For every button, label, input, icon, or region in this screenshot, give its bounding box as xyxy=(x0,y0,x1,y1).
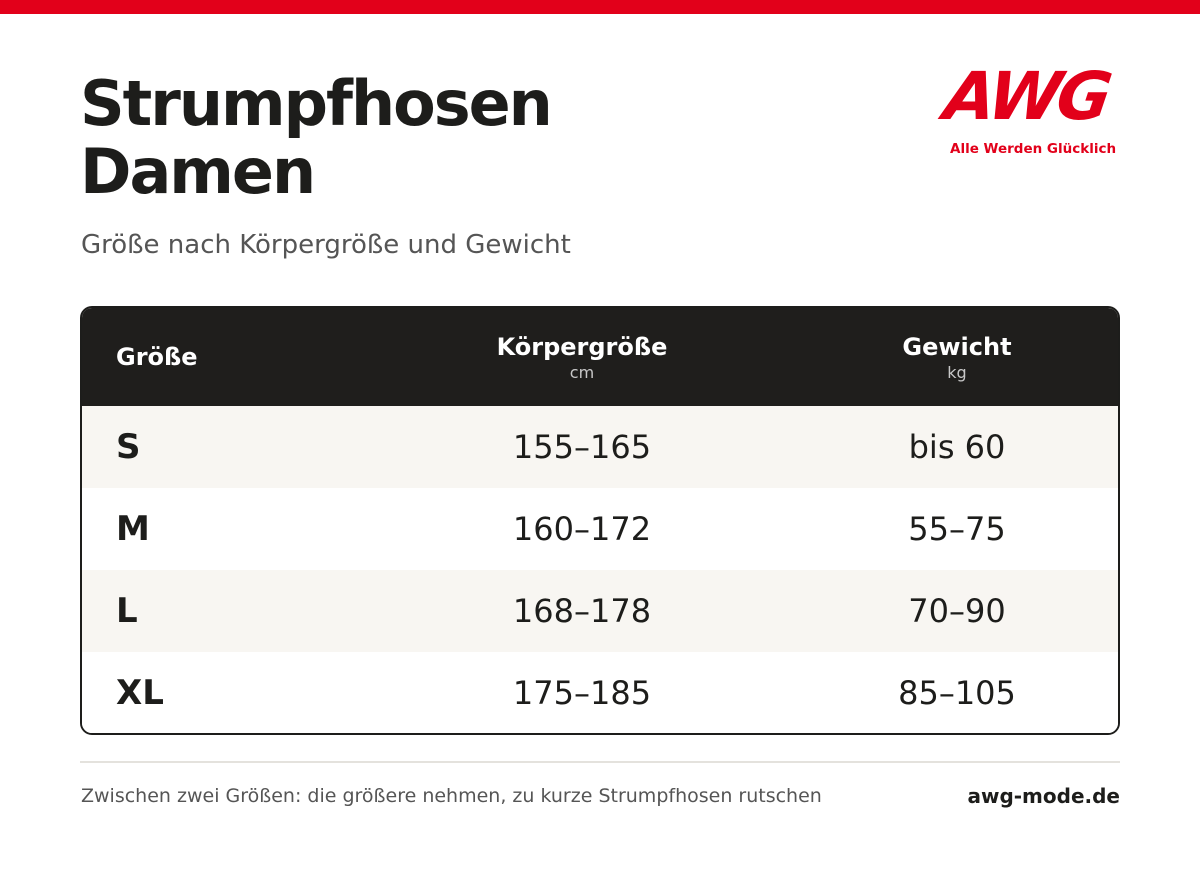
height-cell: 155–165 xyxy=(512,428,652,466)
size-cell: XL xyxy=(116,673,164,713)
height-cell: 168–178 xyxy=(512,592,652,630)
weight-cell: 70–90 xyxy=(908,592,1006,630)
footer-divider xyxy=(80,761,1120,763)
page-subtitle: Größe nach Körpergröße und Gewicht xyxy=(81,230,571,260)
size-cell: S xyxy=(116,427,141,467)
height-cell: 175–185 xyxy=(512,674,652,712)
title-line-1: Strumpfhosen xyxy=(80,67,553,140)
footer-note: Zwischen zwei Größen: die größere nehmen… xyxy=(81,785,822,807)
awg-logo-tagline: Alle Werden Glücklich xyxy=(950,141,1117,157)
column-header-weight: Gewicht kg xyxy=(787,308,1118,406)
footer-website-link[interactable]: awg-mode.de xyxy=(967,784,1120,808)
weight-cell: 55–75 xyxy=(908,510,1006,548)
table-row: XL 175–185 85–105 xyxy=(82,652,1118,733)
awg-logo-mark: AWG xyxy=(939,58,1113,135)
size-cell: M xyxy=(116,509,150,549)
awg-logo: AWG Alle Werden Glücklich xyxy=(940,58,1125,162)
weight-cell: bis 60 xyxy=(908,428,1006,466)
title-line-2: Damen xyxy=(80,135,316,208)
height-cell: 160–172 xyxy=(512,510,652,548)
column-header-size: Größe xyxy=(116,308,198,406)
table-row: S 155–165 bis 60 xyxy=(82,406,1118,488)
weight-cell: 85–105 xyxy=(898,674,1016,712)
table-row: M 160–172 55–75 xyxy=(82,488,1118,570)
column-header-weight-unit: kg xyxy=(947,362,967,382)
column-header-height: Körpergröße cm xyxy=(412,308,752,406)
size-cell: L xyxy=(116,591,138,631)
table-row: L 168–178 70–90 xyxy=(82,570,1118,652)
page-title: Strumpfhosen Damen xyxy=(80,67,553,208)
column-header-weight-label: Gewicht xyxy=(902,332,1012,361)
column-header-size-label: Größe xyxy=(116,343,198,371)
size-table: Größe Körpergröße cm Gewicht kg S 155–16… xyxy=(80,306,1120,735)
column-header-height-unit: cm xyxy=(569,362,595,382)
top-accent-bar xyxy=(0,0,1200,14)
table-header: Größe Körpergröße cm Gewicht kg xyxy=(82,308,1118,406)
column-header-height-label: Körpergröße xyxy=(496,332,668,361)
